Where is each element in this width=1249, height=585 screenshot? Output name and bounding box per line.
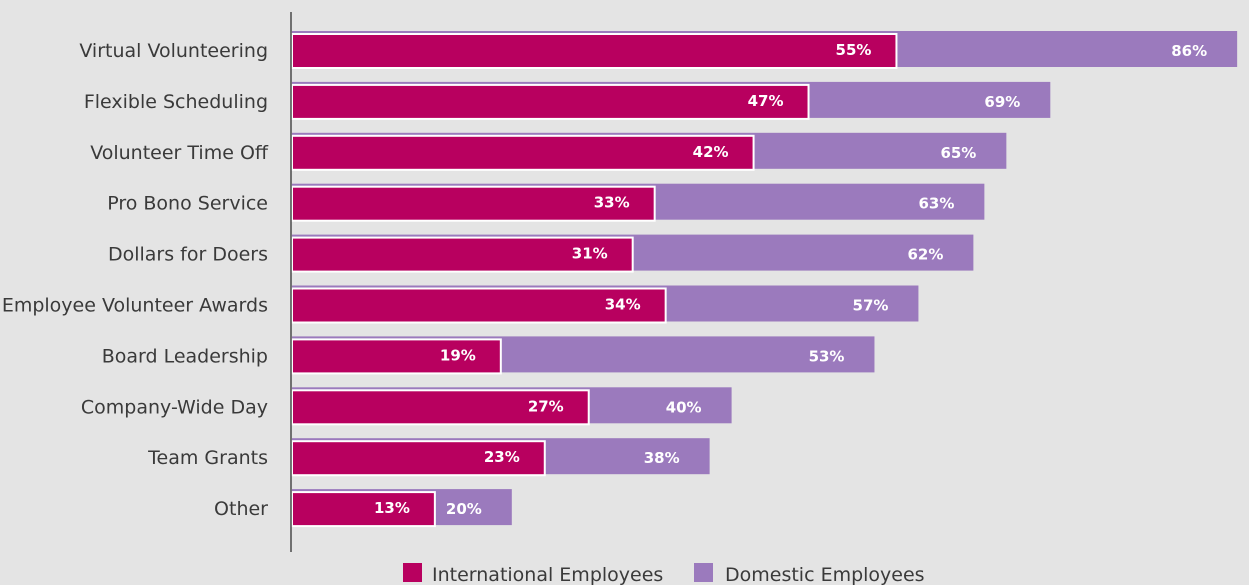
value-label-domestic-team-grants: 38% [644,449,680,467]
bars-layer [291,31,1238,528]
value-label-international-company-wide-day: 27% [528,397,564,415]
value-label-domestic-board-leadership: 53% [809,347,845,365]
category-label-company-wide-day: Company-Wide Day [81,396,268,418]
value-label-domestic-virtual-volunteering: 86% [1171,42,1207,60]
legend-label-international: International Employees [432,564,663,585]
category-label-virtual-volunteering: Virtual Volunteering [79,40,268,62]
value-label-international-flexible-scheduling: 47% [748,92,784,110]
value-label-domestic-dollars-for-doers: 62% [907,246,943,264]
bar-international-board-leadership [291,338,502,375]
legend-swatch-international [403,563,422,582]
value-label-international-team-grants: 23% [484,448,520,466]
bar-international-team-grants [291,440,546,477]
value-label-international-dollars-for-doers: 31% [572,245,608,263]
legend-label-domestic: Domestic Employees [725,564,925,585]
legend-swatch-domestic [694,563,713,582]
category-label-board-leadership: Board Leadership [102,345,268,367]
bar-international-virtual-volunteering [291,33,898,69]
value-label-international-employee-volunteer-awards: 34% [605,296,641,314]
bar-international-employee-volunteer-awards [291,287,667,324]
bar-international-other [291,491,436,528]
bar-international-volunteer-time-off [291,134,755,171]
value-label-domestic-pro-bono-service: 63% [918,195,954,213]
value-label-domestic-flexible-scheduling: 69% [984,93,1020,111]
category-label-volunteer-time-off: Volunteer Time Off [90,142,269,164]
value-label-international-board-leadership: 19% [440,346,476,364]
value-label-domestic-volunteer-time-off: 65% [940,144,976,162]
bar-international-flexible-scheduling [291,83,810,120]
bar-international-dollars-for-doers [291,236,634,273]
category-label-other: Other [214,498,268,520]
bar-international-company-wide-day [291,389,590,426]
category-label-dollars-for-doers: Dollars for Doers [108,244,268,266]
labels-layer: Virtual Volunteering 86% 55% Flexible Sched… [2,40,1207,520]
value-label-domestic-employee-volunteer-awards: 57% [853,297,889,315]
value-label-international-virtual-volunteering: 55% [836,41,872,59]
bar-international-pro-bono-service [291,185,656,222]
value-label-domestic-other: 20% [446,500,482,518]
value-label-international-pro-bono-service: 33% [594,194,630,212]
legend: International Employees Domestic Employe… [403,563,925,585]
category-label-employee-volunteer-awards: Employee Volunteer Awards [2,295,268,317]
category-label-team-grants: Team Grants [147,447,268,469]
category-label-pro-bono-service: Pro Bono Service [107,193,268,215]
value-label-international-other: 13% [374,499,410,517]
value-label-international-volunteer-time-off: 42% [693,143,729,161]
category-label-flexible-scheduling: Flexible Scheduling [84,91,268,113]
value-label-domestic-company-wide-day: 40% [666,398,702,416]
